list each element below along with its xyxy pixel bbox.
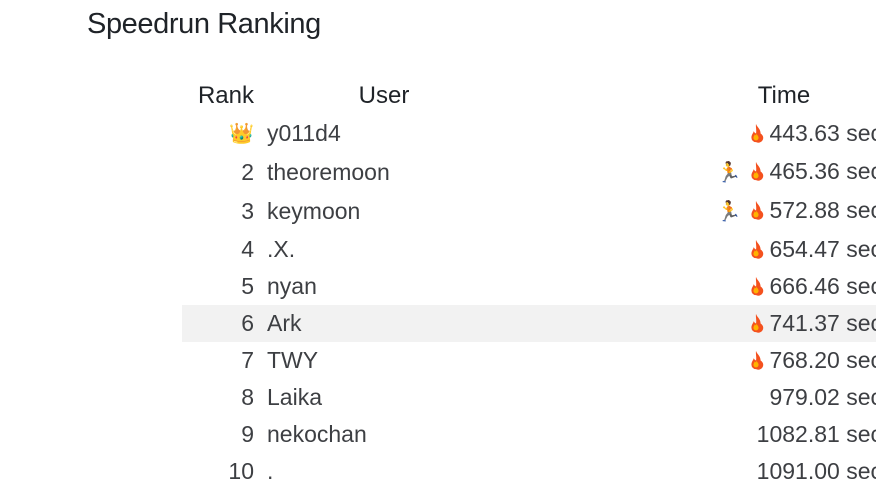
time-column-header: Time <box>757 82 811 109</box>
fire-icon <box>745 345 767 370</box>
time-cell: 979.02 sec <box>602 379 876 416</box>
rank-cell: 6 <box>182 305 254 342</box>
rank-cell: 9 <box>241 421 254 447</box>
page-title: Speedrun Ranking <box>87 8 321 40</box>
rank-cell: 10 <box>228 458 254 484</box>
ranking-table: Rank User Time 👑 y011d4 443.63 sec 2 theorem… <box>182 77 876 490</box>
time-cell: 🏃 572.88 sec <box>602 192 876 231</box>
table-row: 9 nekochan 1082.81 sec <box>182 416 876 453</box>
table-row: 4 .X. 654.47 sec <box>182 231 876 268</box>
rank-cell: 👑 <box>182 114 254 153</box>
fire-icon <box>745 195 767 220</box>
time-value: 979.02 sec <box>769 384 876 410</box>
rank-cell: 5 <box>241 273 254 299</box>
user-cell: nekochan <box>267 421 367 447</box>
user-cell: keymoon <box>267 198 361 224</box>
time-value: 654.47 sec <box>769 236 876 262</box>
time-value: 666.46 sec <box>769 273 876 299</box>
table-row: 5 nyan 666.46 sec <box>182 268 876 305</box>
user-cell: Laika <box>267 384 322 410</box>
time-cell: 654.47 sec <box>602 231 876 268</box>
user-cell: y011d4 <box>267 120 341 146</box>
time-value: 741.37 sec <box>769 310 876 336</box>
fire-icon <box>745 156 767 181</box>
user-cell: nyan <box>267 273 317 299</box>
fire-icon <box>745 271 767 296</box>
time-value: 1091.00 sec <box>756 458 876 484</box>
rank-cell: 7 <box>241 347 254 373</box>
time-value: 572.88 sec <box>769 197 876 223</box>
user-cell: .X. <box>267 236 296 262</box>
time-value: 465.36 sec <box>769 158 876 184</box>
time-cell: 443.63 sec <box>602 114 876 153</box>
table-row: 10. 1091.00 sec <box>182 453 876 490</box>
time-cell: 1082.81 sec <box>602 416 876 453</box>
user-cell: Ark <box>254 305 602 342</box>
table-row: 7 TWY 768.20 sec <box>182 342 876 379</box>
crown-icon: 👑 <box>229 123 254 145</box>
rank-cell: 3 <box>241 198 254 224</box>
user-cell: TWY <box>267 347 319 373</box>
table-row: 3 keymoon 🏃 572.88 sec <box>182 192 876 231</box>
table-row: 8 Laika 979.02 sec <box>182 379 876 416</box>
rank-column-header: Rank <box>197 82 254 109</box>
ranking-body: 👑 y011d4 443.63 sec 2 theoremoon 🏃 465.36 sec 3… <box>182 114 876 490</box>
time-value: 1082.81 sec <box>756 421 876 447</box>
time-cell: 666.46 sec <box>602 268 876 305</box>
table-header-row: Rank User Time <box>182 77 876 114</box>
time-cell: 🏃 465.36 sec <box>602 153 876 192</box>
user-column-header: User <box>358 82 410 109</box>
time-cell: 768.20 sec <box>602 342 876 379</box>
table-row: 6 Ark 741.37 sec <box>182 305 876 342</box>
time-cell: 741.37 sec <box>602 305 876 342</box>
time-cell: 1091.00 sec <box>602 453 876 490</box>
fire-icon <box>745 234 767 259</box>
rank-cell: 8 <box>241 384 254 410</box>
rank-cell: 2 <box>241 159 254 185</box>
runner-icon: 🏃 <box>716 162 742 184</box>
table-row: 2 theoremoon 🏃 465.36 sec <box>182 153 876 192</box>
user-cell: theoremoon <box>267 159 390 185</box>
fire-icon <box>745 308 767 333</box>
user-cell: . <box>267 458 274 484</box>
runner-icon: 🏃 <box>716 201 742 223</box>
time-value: 768.20 sec <box>769 347 876 373</box>
table-row: 👑 y011d4 443.63 sec <box>182 114 876 153</box>
rank-cell: 4 <box>241 236 254 262</box>
time-value: 443.63 sec <box>769 120 876 146</box>
fire-icon <box>745 118 767 143</box>
